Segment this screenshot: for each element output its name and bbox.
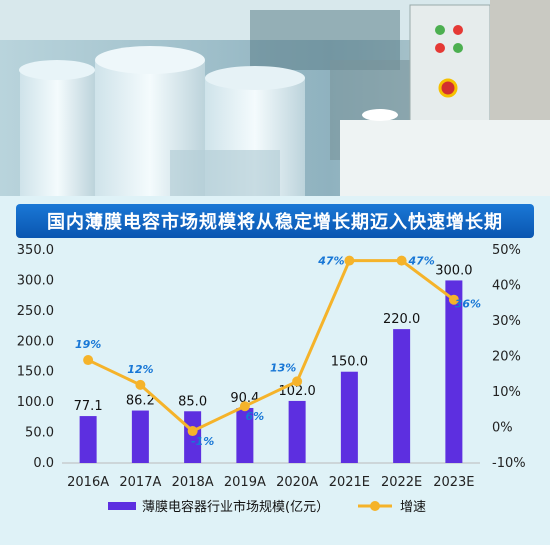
y-left-tick-label: 150.0 (17, 365, 54, 380)
growth-line (87, 259, 455, 433)
y-right-tick-label: 0% (492, 421, 513, 436)
growth-value-label: 12% (127, 363, 153, 376)
growth-point (83, 355, 94, 366)
y-left-tick-label: 250.0 (17, 304, 54, 319)
bar-value-label: 300.0 (435, 263, 472, 278)
bar-line-chart: 0.0 50.0 100.0 150.0 200.0 250.0 300.0 350.0 -1… (17, 243, 526, 515)
growth-points (83, 255, 459, 437)
y-left-tick-label: 350.0 (17, 243, 54, 258)
x-tick-label: 2023E (433, 475, 474, 490)
y-left-tick-label: 300.0 (17, 273, 54, 288)
growth-value-label: -1% (191, 435, 214, 448)
growth-point (187, 426, 198, 437)
bar-2018A (184, 411, 202, 463)
legend: 薄膜电容器行业市场规模(亿元） 增速 (108, 499, 426, 515)
growth-labels: 19% 12% -1% 6% 13% 47% 47% 36% (75, 255, 481, 448)
bar-value-label: 85.0 (178, 394, 207, 409)
x-tick-label: 2017A (119, 475, 161, 490)
x-tick-label: 2018A (172, 475, 214, 490)
bar-series (79, 280, 463, 463)
growth-point (292, 376, 303, 387)
y-left-tick-label: 200.0 (17, 334, 54, 349)
bar-value-label: 220.0 (383, 312, 420, 327)
y-right-axis: -10% 0% 10% 20% 30% 40% 50% (492, 243, 526, 471)
y-right-tick-label: 30% (492, 314, 521, 329)
y-left-tick-label: 50.0 (25, 426, 54, 441)
growth-point (239, 401, 250, 412)
bar-value-label: 86.2 (126, 394, 155, 409)
legend-line-dot (370, 501, 380, 511)
legend-bar-swatch (108, 502, 136, 510)
y-right-tick-label: -10% (492, 456, 526, 471)
growth-value-label: 19% (75, 338, 101, 351)
x-tick-label: 2020A (276, 475, 318, 490)
bar-2021E (340, 371, 358, 463)
growth-point (135, 379, 146, 390)
factory-photo (0, 0, 550, 196)
growth-point (344, 255, 355, 266)
x-tick-label: 2022E (381, 475, 422, 490)
x-axis-labels: 2016A 2017A 2018A 2019A 2020A 2021E 2022E 2023E (67, 475, 474, 490)
bar-2020A (288, 400, 306, 463)
x-tick-label: 2021E (329, 475, 370, 490)
growth-point (448, 294, 459, 305)
bar-2019A (236, 407, 254, 463)
y-right-tick-label: 40% (492, 279, 521, 294)
bar-2017A (131, 410, 149, 463)
growth-value-label: 6% (246, 410, 265, 423)
y-right-tick-label: 50% (492, 243, 521, 258)
chart-title: 国内薄膜电容市场规模将从稳定增长期迈入快速增长期 (16, 204, 534, 238)
bar-value-label: 77.1 (74, 399, 103, 414)
y-right-tick-label: 20% (492, 350, 521, 365)
y-left-axis: 0.0 50.0 100.0 150.0 200.0 250.0 300.0 350.0 (17, 243, 54, 471)
growth-value-label: 36% (455, 298, 481, 311)
growth-value-label: 13% (270, 361, 296, 374)
y-left-tick-label: 100.0 (17, 395, 54, 410)
legend-line-label: 增速 (400, 500, 426, 515)
growth-value-label: 47% (317, 255, 344, 268)
growth-point (396, 255, 407, 266)
y-right-tick-label: 10% (492, 385, 521, 400)
legend-bar-label: 薄膜电容器行业市场规模(亿元） (142, 499, 329, 515)
growth-value-label: 47% (407, 255, 434, 268)
bar-value-label: 150.0 (331, 355, 368, 370)
bar-2023E (445, 280, 463, 463)
x-tick-label: 2019A (224, 475, 266, 490)
y-left-tick-label: 0.0 (33, 456, 54, 471)
bar-2016A (79, 416, 97, 463)
bar-value-label: 102.0 (279, 384, 316, 399)
bar-2022E (393, 329, 411, 463)
x-tick-label: 2016A (67, 475, 109, 490)
